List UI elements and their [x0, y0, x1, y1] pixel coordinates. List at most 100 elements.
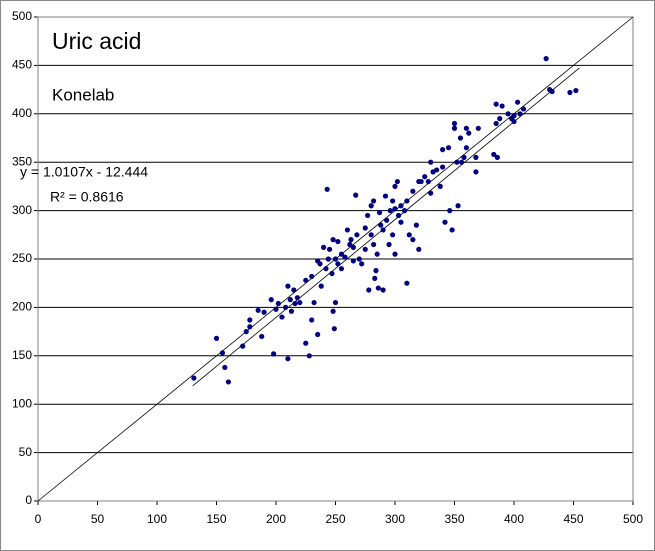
- point: [372, 275, 378, 281]
- point: [311, 299, 317, 306]
- point: [410, 237, 416, 243]
- x-tick-label: 50: [91, 512, 105, 526]
- y-tick-label: 150: [12, 348, 32, 362]
- point: [350, 244, 356, 250]
- point: [459, 159, 465, 165]
- point: [365, 212, 371, 219]
- point: [279, 314, 285, 320]
- x-tick-label: 300: [385, 512, 405, 526]
- point: [406, 232, 412, 238]
- point: [243, 329, 249, 335]
- point: [285, 283, 291, 289]
- point: [362, 225, 368, 231]
- x-tick-label: 100: [147, 512, 167, 526]
- point: [356, 256, 362, 262]
- x-tick-label: 450: [563, 512, 583, 526]
- y-tick-label: 200: [12, 300, 32, 314]
- point: [292, 300, 298, 307]
- point: [511, 113, 517, 119]
- point: [447, 208, 453, 214]
- point: [374, 251, 380, 257]
- point: [325, 256, 331, 262]
- point: [348, 237, 354, 243]
- point: [321, 244, 327, 250]
- point: [240, 343, 246, 349]
- point: [318, 283, 324, 289]
- point: [404, 198, 410, 204]
- point: [410, 188, 416, 194]
- point: [342, 254, 348, 260]
- point: [497, 116, 503, 122]
- point: [259, 333, 265, 340]
- point: [418, 178, 424, 185]
- y-tick-label: 250: [12, 251, 32, 265]
- y-tick-label: 350: [12, 154, 32, 168]
- point: [347, 241, 353, 248]
- point: [309, 273, 315, 280]
- point: [543, 56, 549, 62]
- point: [191, 375, 197, 381]
- point: [335, 261, 341, 267]
- point: [332, 256, 339, 262]
- point: [353, 192, 359, 198]
- point: [380, 287, 386, 293]
- point: [268, 297, 274, 303]
- point: [413, 222, 420, 228]
- point: [376, 209, 383, 216]
- point: [434, 167, 440, 173]
- point: [375, 285, 381, 291]
- y-tick-label: 100: [12, 396, 32, 410]
- point: [440, 147, 446, 153]
- y-tick-label: 0: [25, 493, 32, 507]
- point: [271, 351, 277, 357]
- point: [567, 89, 573, 96]
- point: [493, 101, 499, 107]
- point: [451, 120, 458, 127]
- point: [273, 306, 279, 312]
- point: [297, 299, 303, 306]
- point: [451, 125, 458, 131]
- point: [288, 308, 295, 314]
- point: [291, 287, 297, 293]
- x-tick-label: 150: [206, 512, 226, 526]
- x-tick-label: 500: [623, 512, 643, 526]
- point: [294, 295, 301, 301]
- point: [350, 258, 356, 264]
- point: [422, 174, 428, 180]
- point: [373, 268, 379, 274]
- y-tick-label: 500: [12, 9, 32, 23]
- point: [330, 308, 336, 314]
- point: [494, 154, 500, 160]
- point: [384, 217, 390, 223]
- point: [275, 300, 281, 307]
- x-tick-label: 400: [504, 512, 524, 526]
- point: [332, 299, 339, 306]
- point: [368, 232, 374, 238]
- plot-border: [37, 16, 634, 502]
- point: [493, 120, 499, 127]
- point: [416, 246, 422, 252]
- point: [213, 335, 220, 341]
- y-tick-label: 450: [12, 58, 32, 72]
- point: [370, 198, 377, 204]
- point: [247, 324, 253, 330]
- point: [499, 103, 505, 109]
- point: [380, 227, 386, 233]
- point: [404, 280, 410, 286]
- point: [335, 238, 341, 245]
- x-tick-label: 200: [266, 512, 286, 526]
- y-tick-label: 400: [12, 106, 32, 120]
- point: [324, 186, 330, 192]
- point: [392, 251, 398, 257]
- point: [362, 246, 368, 252]
- point: [359, 261, 365, 267]
- point: [303, 277, 309, 283]
- point: [473, 169, 479, 175]
- point: [514, 99, 521, 105]
- point: [225, 379, 231, 385]
- point: [473, 154, 479, 160]
- point: [282, 304, 289, 310]
- point: [428, 190, 434, 196]
- x-tick-label: 0: [35, 512, 42, 526]
